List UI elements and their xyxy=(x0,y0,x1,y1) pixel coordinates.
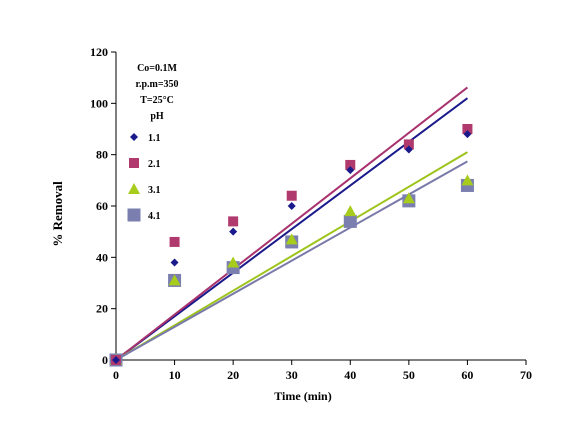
legend: Co=0.1M r.p.m=350 T=25°C pH 1.1 2.1 3.1 4.1 xyxy=(127,63,179,222)
data-point xyxy=(403,139,414,150)
axes: 0 20 40 60 80 100 120 0 10 20 30 40 50 60 70 Time (min)… xyxy=(50,45,532,403)
x-tick-label: 50 xyxy=(403,368,415,382)
y-tick-label: 80 xyxy=(96,148,108,162)
legend-label: 3.1 xyxy=(148,185,161,196)
y-tick-label: 120 xyxy=(90,45,108,59)
trendline xyxy=(115,97,469,361)
data-point xyxy=(112,356,120,364)
data-point xyxy=(345,159,356,170)
x-tick-label: 10 xyxy=(169,368,181,382)
x-tick-label: 0 xyxy=(113,368,119,382)
y-tick-label: 40 xyxy=(96,250,108,264)
condition-label: Co=0.1M xyxy=(137,63,177,74)
legend-label: 1.1 xyxy=(148,133,161,144)
data-point xyxy=(169,236,180,247)
trendlines xyxy=(115,86,469,361)
legend-marker xyxy=(128,183,140,194)
data-point xyxy=(404,145,413,154)
data-point xyxy=(285,233,298,245)
data-point xyxy=(287,202,296,210)
trendline xyxy=(115,151,468,361)
x-tick-label: 40 xyxy=(344,368,356,382)
data-point xyxy=(286,190,297,201)
x-axis-label: Time (min) xyxy=(274,389,331,403)
data-points xyxy=(109,124,474,367)
data-point xyxy=(227,256,240,268)
y-axis-label: % Removal xyxy=(50,181,65,247)
data-point xyxy=(344,205,357,217)
data-point xyxy=(402,192,415,204)
data-point xyxy=(462,124,473,134)
data-point xyxy=(343,214,357,228)
y-tick-label: 0 xyxy=(102,353,108,367)
legend-marker xyxy=(129,158,139,168)
legend-marker xyxy=(127,208,141,222)
data-point xyxy=(170,258,179,267)
legend-label: 4.1 xyxy=(148,211,161,222)
data-point xyxy=(229,227,238,236)
legend-label: 2.1 xyxy=(148,159,161,170)
data-point xyxy=(463,130,472,139)
data-point xyxy=(346,166,355,175)
x-tick-label: 20 xyxy=(227,368,239,382)
legend-marker xyxy=(130,133,138,141)
data-point xyxy=(228,216,239,227)
data-point xyxy=(461,174,474,186)
legend-title: pH xyxy=(150,111,164,122)
condition-label: r.p.m=350 xyxy=(135,79,178,90)
x-tick-label: 60 xyxy=(461,368,473,382)
y-tick-label: 20 xyxy=(96,302,108,316)
condition-label: T=25°C xyxy=(140,95,174,106)
y-tick-label: 100 xyxy=(90,96,108,110)
data-point xyxy=(168,274,181,286)
trendline xyxy=(115,86,469,361)
y-tick-label: 60 xyxy=(96,199,108,213)
x-tick-label: 70 xyxy=(520,368,532,382)
x-tick-label: 30 xyxy=(286,368,298,382)
